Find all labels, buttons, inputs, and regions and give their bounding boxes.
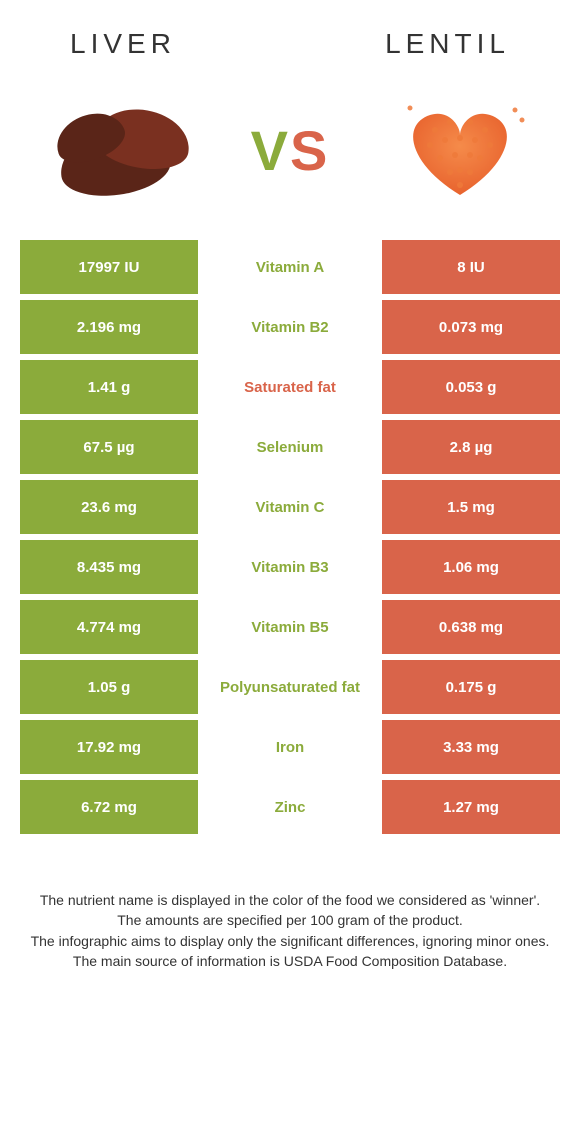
nutrient-label: Vitamin A bbox=[198, 240, 382, 294]
footer-line-1: The nutrient name is displayed in the co… bbox=[20, 890, 560, 910]
table-row: 17997 IUVitamin A8 IU bbox=[20, 240, 560, 294]
title-left: Liver bbox=[70, 28, 176, 60]
nutrient-label: Zinc bbox=[198, 780, 382, 834]
comparison-table: 17997 IUVitamin A8 IU2.196 mgVitamin B20… bbox=[0, 240, 580, 834]
value-left: 67.5 µg bbox=[20, 420, 198, 474]
footer-notes: The nutrient name is displayed in the co… bbox=[0, 840, 580, 971]
footer-line-3: The infographic aims to display only the… bbox=[20, 931, 560, 951]
table-row: 1.41 gSaturated fat0.053 g bbox=[20, 360, 560, 414]
value-left: 17997 IU bbox=[20, 240, 198, 294]
value-right: 8 IU bbox=[382, 240, 560, 294]
value-right: 1.27 mg bbox=[382, 780, 560, 834]
value-left: 17.92 mg bbox=[20, 720, 198, 774]
value-left: 23.6 mg bbox=[20, 480, 198, 534]
value-left: 1.05 g bbox=[20, 660, 198, 714]
table-row: 23.6 mgVitamin C1.5 mg bbox=[20, 480, 560, 534]
vs-s: S bbox=[290, 119, 329, 182]
nutrient-label: Vitamin B3 bbox=[198, 540, 382, 594]
table-row: 17.92 mgIron3.33 mg bbox=[20, 720, 560, 774]
value-right: 0.175 g bbox=[382, 660, 560, 714]
nutrient-label: Vitamin B2 bbox=[198, 300, 382, 354]
table-row: 4.774 mgVitamin B50.638 mg bbox=[20, 600, 560, 654]
footer-line-4: The main source of information is USDA F… bbox=[20, 951, 560, 971]
header: Liver Lentil bbox=[0, 0, 580, 70]
table-row: 2.196 mgVitamin B20.073 mg bbox=[20, 300, 560, 354]
value-left: 1.41 g bbox=[20, 360, 198, 414]
vs-v: V bbox=[251, 119, 290, 182]
value-left: 2.196 mg bbox=[20, 300, 198, 354]
nutrient-label: Vitamin B5 bbox=[198, 600, 382, 654]
table-row: 6.72 mgZinc1.27 mg bbox=[20, 780, 560, 834]
table-row: 8.435 mgVitamin B31.06 mg bbox=[20, 540, 560, 594]
value-right: 1.06 mg bbox=[382, 540, 560, 594]
value-left: 4.774 mg bbox=[20, 600, 198, 654]
value-left: 6.72 mg bbox=[20, 780, 198, 834]
lentil-heart-icon bbox=[380, 90, 540, 210]
footer-line-2: The amounts are specified per 100 gram o… bbox=[20, 910, 560, 930]
value-right: 0.073 mg bbox=[382, 300, 560, 354]
nutrient-label: Vitamin C bbox=[198, 480, 382, 534]
value-right: 3.33 mg bbox=[382, 720, 560, 774]
nutrient-label: Polyunsaturated fat bbox=[198, 660, 382, 714]
nutrient-label: Saturated fat bbox=[198, 360, 382, 414]
nutrient-label: Selenium bbox=[198, 420, 382, 474]
vs-label: VS bbox=[251, 118, 330, 183]
table-row: 67.5 µgSelenium2.8 µg bbox=[20, 420, 560, 474]
nutrient-label: Iron bbox=[198, 720, 382, 774]
value-left: 8.435 mg bbox=[20, 540, 198, 594]
value-right: 0.638 mg bbox=[382, 600, 560, 654]
liver-image bbox=[40, 90, 200, 210]
lentil-image bbox=[380, 90, 540, 210]
table-row: 1.05 gPolyunsaturated fat0.175 g bbox=[20, 660, 560, 714]
images-row: VS bbox=[0, 70, 580, 240]
title-right: Lentil bbox=[385, 28, 510, 60]
value-right: 0.053 g bbox=[382, 360, 560, 414]
value-right: 2.8 µg bbox=[382, 420, 560, 474]
value-right: 1.5 mg bbox=[382, 480, 560, 534]
